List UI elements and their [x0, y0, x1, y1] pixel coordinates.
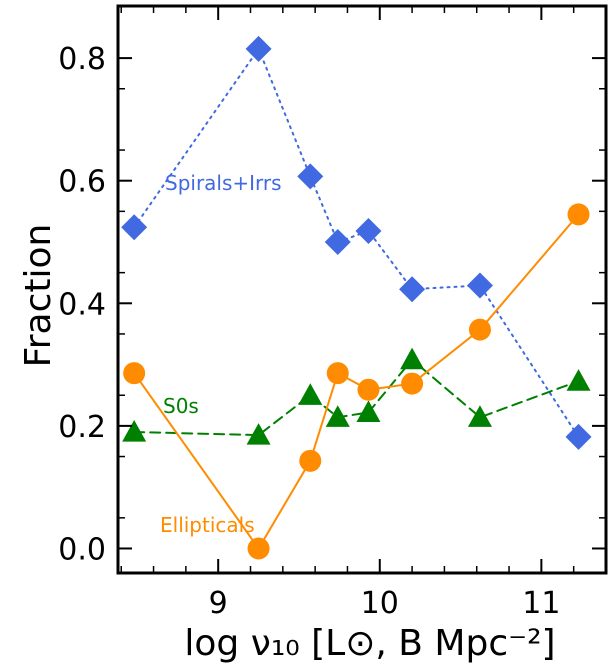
x-axis-label: log ν₁₀ [L⊙, B Mpc⁻²]	[184, 623, 555, 664]
series-line-spirals-irrs	[133, 46, 580, 438]
series-label-spirals-irrs: Spirals+Irrs	[165, 171, 282, 195]
data-point-s0s	[122, 420, 147, 442]
axes-frame	[116, 4, 608, 575]
data-point-s0s	[400, 347, 425, 370]
data-point-ellipticals	[401, 372, 424, 395]
x-tick-label: 10	[361, 586, 399, 621]
series-line-s0s	[133, 358, 580, 437]
data-point-s0s	[298, 383, 323, 405]
data-point-ellipticals	[123, 362, 146, 385]
data-point-ellipticals	[567, 203, 590, 226]
data-point-ellipticals	[468, 318, 491, 341]
data-point-ellipticals	[247, 537, 270, 560]
y-tick-label: 0.0	[58, 532, 106, 567]
x-tick-label: 11	[522, 586, 560, 621]
data-point-spirals-irrs	[245, 35, 272, 62]
series-labels: Spirals+Irrs S0s Ellipticals	[160, 171, 282, 537]
data-point-spirals-irrs	[565, 423, 592, 450]
series-label-s0s: S0s	[163, 394, 199, 418]
data-point-s0s	[325, 405, 350, 427]
data-point-spirals-irrs	[121, 214, 148, 241]
y-axis-label: Fraction	[18, 224, 59, 368]
series-line-ellipticals	[133, 213, 580, 551]
data-point-ellipticals	[357, 378, 380, 401]
plot-area	[121, 35, 592, 560]
data-point-s0s	[566, 369, 591, 391]
data-point-spirals-irrs	[355, 217, 382, 244]
axis-ticks: 9 10 11 0.0 0.2 0.4 0.6 0.8	[58, 6, 607, 621]
data-point-ellipticals	[299, 449, 322, 472]
data-point-spirals-irrs	[297, 163, 324, 190]
y-tick-label: 0.8	[58, 42, 106, 77]
x-tick-label: 9	[209, 586, 228, 621]
data-point-spirals-irrs	[399, 276, 426, 303]
y-tick-label: 0.4	[58, 287, 106, 322]
y-tick-label: 0.6	[58, 165, 106, 200]
data-point-spirals-irrs	[324, 228, 351, 255]
data-point-s0s	[356, 400, 381, 423]
data-point-ellipticals	[326, 362, 349, 385]
data-point-spirals-irrs	[466, 272, 493, 299]
series-label-ellipticals: Ellipticals	[160, 513, 255, 537]
data-point-s0s	[246, 423, 271, 445]
data-point-s0s	[467, 405, 492, 427]
y-tick-label: 0.2	[58, 410, 106, 445]
